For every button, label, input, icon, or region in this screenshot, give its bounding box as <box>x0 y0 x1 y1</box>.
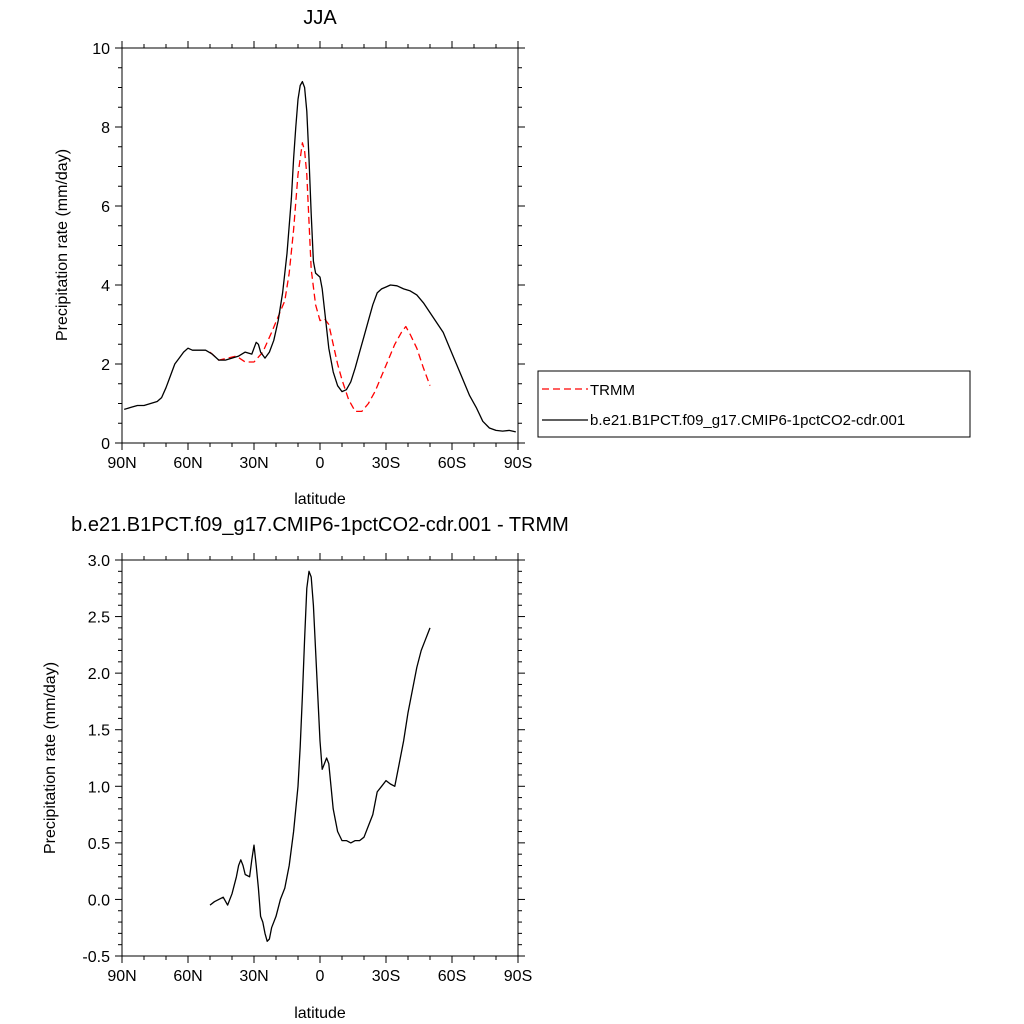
legend-label-trmm: TRMM <box>590 382 635 399</box>
y-tick-label: 0.5 <box>88 836 110 853</box>
panel-top-series <box>124 80 516 433</box>
panel-top-title: JJA <box>303 7 337 29</box>
panel-bottom-y-axis-label: Precipitation rate (mm/day) <box>42 662 59 854</box>
x-tick-label: 90S <box>504 968 532 985</box>
y-tick-label: -0.5 <box>82 949 110 966</box>
panel-bottom-x-axis-label: latitude <box>294 1005 346 1022</box>
x-tick-label: 60N <box>173 455 202 472</box>
x-tick-label: 90N <box>107 968 136 985</box>
x-tick-label: 60S <box>438 968 466 985</box>
x-tick-label: 30N <box>239 968 268 985</box>
x-tick-label: 30S <box>372 968 400 985</box>
panel-top-y-axis-label: Precipitation rate (mm/day) <box>54 149 71 341</box>
x-tick-label: 0 <box>316 968 325 985</box>
panel-bottom-ticks <box>115 553 525 963</box>
panel-top-plot-frame <box>121 47 519 444</box>
y-tick-label: 2 <box>101 357 110 374</box>
y-tick-label: 1.5 <box>88 723 110 740</box>
series-model-line <box>124 80 516 433</box>
x-tick-label: 60N <box>173 968 202 985</box>
y-tick-label: 3.0 <box>88 553 110 570</box>
y-tick-label: 8 <box>101 120 110 137</box>
y-tick-label: 0.0 <box>88 892 110 909</box>
y-tick-label: 2.0 <box>88 666 110 683</box>
x-tick-label: 0 <box>316 455 325 472</box>
panel-top-x-axis-label: latitude <box>294 491 346 508</box>
x-tick-label: 90N <box>107 455 136 472</box>
series-trmm-line <box>209 142 431 413</box>
difference-line <box>209 570 431 942</box>
panel-top: JJA 90N 60N 30N 0 30S 60S 90S 0 2 4 6 8 10 latitude… <box>54 7 971 508</box>
panel-bottom: b.e21.B1PCT.f09_g17.CMIP6-1pctCO2-cdr.00… <box>42 514 569 1022</box>
y-tick-label: 4 <box>101 278 110 295</box>
y-tick-label: 6 <box>101 199 110 216</box>
y-tick-label: 10 <box>92 41 110 58</box>
panel-bottom-title: b.e21.B1PCT.f09_g17.CMIP6-1pctCO2-cdr.00… <box>71 514 569 536</box>
panel-bottom-plot-frame <box>121 559 519 957</box>
legend: TRMM b.e21.B1PCT.f09_g17.CMIP6-1pctCO2-c… <box>537 370 971 438</box>
panel-top-y-tick-labels: 0 2 4 6 8 10 <box>92 41 110 453</box>
panel-bottom-y-tick-labels: -0.5 0.0 0.5 1.0 1.5 2.0 2.5 3.0 <box>82 553 110 966</box>
x-tick-label: 30N <box>239 455 268 472</box>
panel-bottom-series <box>209 570 431 942</box>
y-tick-label: 2.5 <box>88 610 110 627</box>
x-tick-label: 60S <box>438 455 466 472</box>
panel-bottom-x-tick-labels: 90N 60N 30N 0 30S 60S 90S <box>107 968 532 985</box>
y-tick-label: 1.0 <box>88 779 110 796</box>
x-tick-label: 30S <box>372 455 400 472</box>
x-tick-label: 90S <box>504 455 532 472</box>
panel-top-ticks <box>115 41 525 450</box>
legend-label-model: b.e21.B1PCT.f09_g17.CMIP6-1pctCO2-cdr.00… <box>590 412 905 429</box>
panel-top-x-tick-labels: 90N 60N 30N 0 30S 60S 90S <box>107 455 532 472</box>
y-tick-label: 0 <box>101 436 110 453</box>
legend-box <box>537 370 971 438</box>
